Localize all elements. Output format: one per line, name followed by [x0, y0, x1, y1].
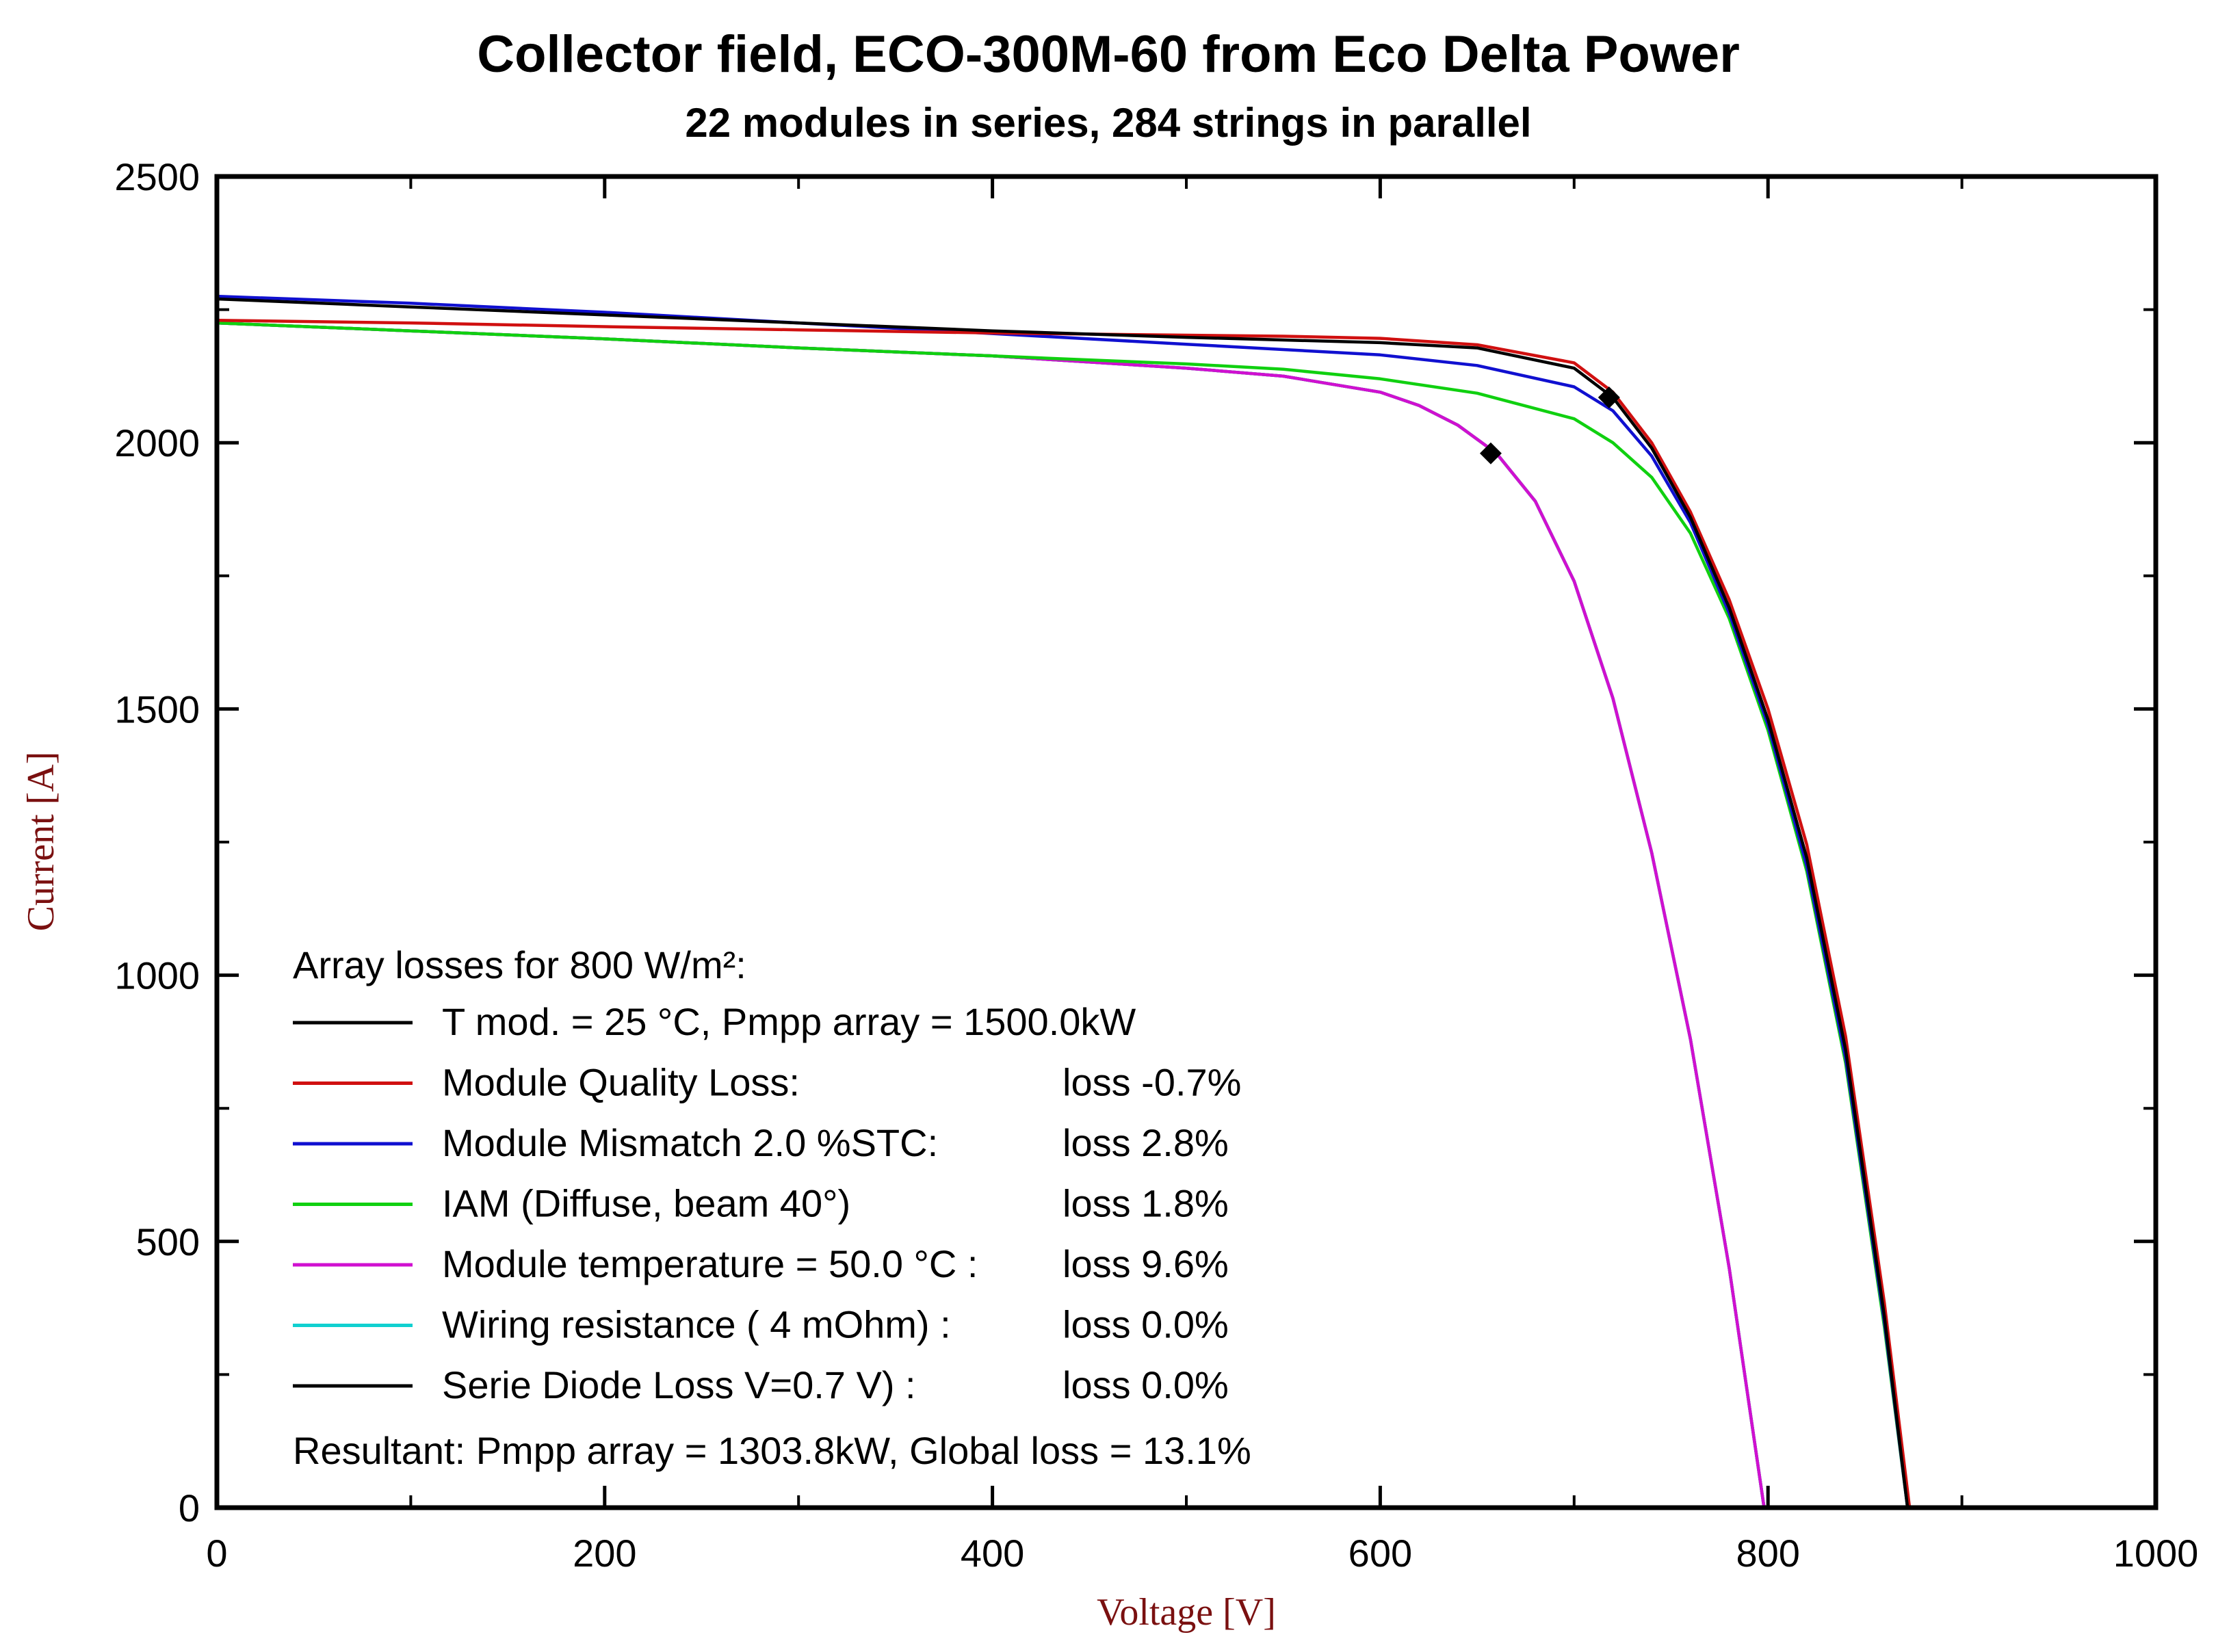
legend: Array losses for 800 W/m²: T mod. = 25 °…	[293, 943, 1251, 1472]
legend-loss-1: loss -0.7%	[1063, 1061, 1241, 1104]
y-tick-label-3: 1500	[114, 687, 200, 731]
mpp-markers	[1479, 386, 1620, 464]
y-tick-label-0: 0	[179, 1486, 200, 1530]
legend-label-4: Module temperature = 50.0 °C :	[442, 1242, 978, 1285]
curves-group	[217, 294, 1912, 1508]
series-line-0	[217, 297, 1909, 1508]
mpp-marker-1	[1598, 386, 1620, 409]
legend-loss-4: loss 9.6%	[1063, 1242, 1229, 1285]
x-tick-label-0: 0	[206, 1532, 227, 1575]
x-axis: 0 200 400 600 800 1000	[206, 176, 2198, 1575]
legend-label-2: Module Mismatch 2.0 %STC:	[442, 1121, 938, 1164]
mpp-marker-0	[1479, 442, 1502, 464]
y-axis: 0 500 1000 1500 2000 2500	[114, 155, 2156, 1530]
x-tick-label-5: 1000	[2113, 1532, 2199, 1575]
chart-subtitle: 22 modules in series, 284 strings in par…	[685, 100, 1531, 146]
x-tick-label-4: 800	[1736, 1532, 1799, 1575]
legend-label-6: Serie Diode Loss V=0.7 V) :	[442, 1363, 916, 1406]
legend-loss-6: loss 0.0%	[1063, 1363, 1229, 1406]
y-tick-label-5: 2500	[114, 155, 200, 198]
legend-resultant: Resultant: Pmpp array = 1303.8kW, Global…	[293, 1429, 1251, 1472]
legend-loss-5: loss 0.0%	[1063, 1303, 1229, 1346]
y-tick-label-1: 500	[136, 1220, 200, 1263]
y-tick-label-4: 2000	[114, 421, 200, 464]
x-axis-label: Voltage [V]	[1097, 1591, 1276, 1634]
legend-loss-2: loss 2.8%	[1063, 1121, 1229, 1164]
legend-label-1: Module Quality Loss:	[442, 1061, 800, 1104]
chart-title: Collector field, ECO-300M-60 from Eco De…	[477, 25, 1740, 83]
legend-title: Array losses for 800 W/m²:	[293, 943, 746, 986]
legend-loss-3: loss 1.8%	[1063, 1182, 1229, 1225]
legend-label-5: Wiring resistance ( 4 mOhm) :	[442, 1303, 951, 1346]
legend-label-3: IAM (Diffuse, beam 40°)	[442, 1182, 850, 1225]
y-axis-label: Current [A]	[20, 752, 62, 932]
x-tick-label-1: 200	[573, 1532, 636, 1575]
x-tick-label-2: 400	[961, 1532, 1024, 1575]
x-tick-label-3: 600	[1348, 1532, 1412, 1575]
series-line-1	[217, 318, 1912, 1508]
legend-label-0: T mod. = 25 °C, Pmpp array = 1500.0kW	[442, 1000, 1136, 1043]
y-tick-label-2: 1000	[114, 954, 200, 997]
